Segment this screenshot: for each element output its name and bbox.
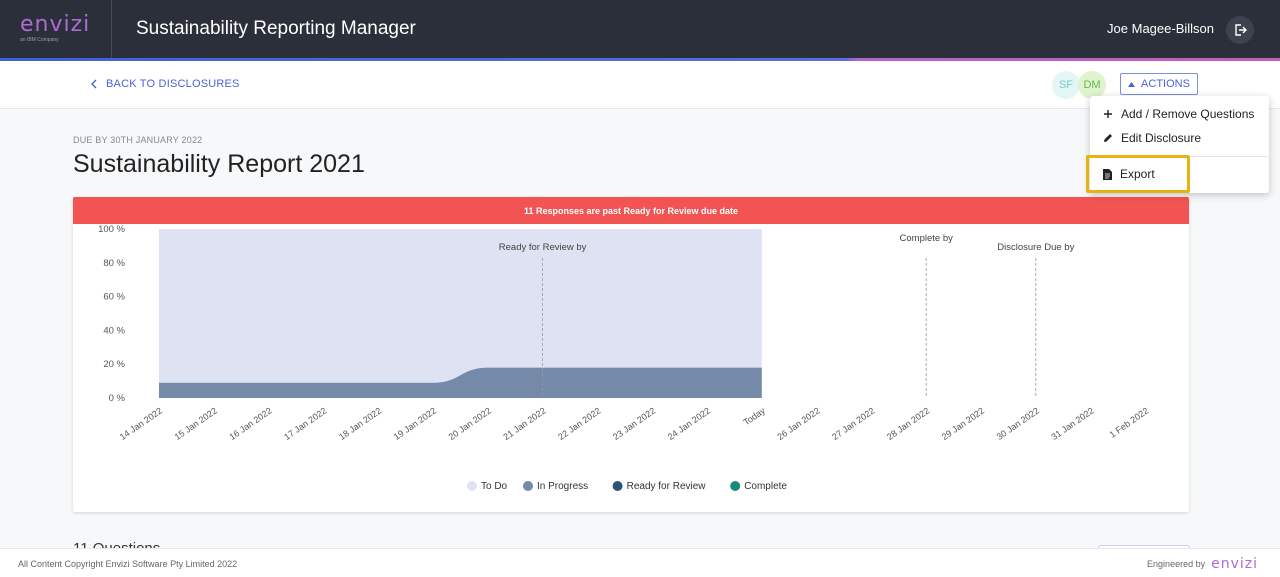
app-title: Sustainability Reporting Manager <box>136 18 416 39</box>
x-tick-label: 28 Jan 2022 <box>885 405 931 442</box>
area-to-do <box>159 229 762 383</box>
avatar-sf[interactable]: SF <box>1052 71 1080 99</box>
avatar-dm[interactable]: DM <box>1078 71 1106 99</box>
logout-button[interactable] <box>1226 16 1254 44</box>
menu-item-export[interactable]: Export <box>1090 163 1269 185</box>
x-tick-label: 15 Jan 2022 <box>173 405 219 442</box>
back-label: BACK TO DISCLOSURES <box>106 78 240 90</box>
menu-divider <box>1090 156 1269 157</box>
y-tick-label: 80 % <box>103 258 125 269</box>
x-tick-label: 24 Jan 2022 <box>666 405 712 442</box>
plus-icon <box>1104 110 1112 118</box>
x-tick-label: 17 Jan 2022 <box>282 405 328 442</box>
x-tick-label: 21 Jan 2022 <box>501 405 547 442</box>
chevron-left-icon <box>91 79 97 89</box>
due-date: DUE BY 30TH JANUARY 2022 <box>73 135 203 145</box>
x-tick-label: 1 Feb 2022 <box>1108 405 1151 439</box>
menu-item-label: Add / Remove Questions <box>1121 107 1255 121</box>
legend-label: Ready for Review <box>627 481 707 492</box>
y-tick-label: 40 % <box>103 325 125 336</box>
engineered-by-label: Engineered by <box>1147 559 1206 569</box>
actions-button[interactable]: ACTIONS <box>1120 73 1198 95</box>
x-tick-label: 26 Jan 2022 <box>775 405 821 442</box>
x-tick-label: 22 Jan 2022 <box>556 405 602 442</box>
document-icon <box>1103 168 1112 180</box>
y-tick-label: 100 % <box>98 224 125 235</box>
marker-label: Complete by <box>900 233 954 244</box>
marker-label: Ready for Review by <box>499 242 587 253</box>
actions-label: ACTIONS <box>1141 78 1190 90</box>
footer-logo: envizi <box>1211 556 1258 572</box>
menu-item-label: Edit Disclosure <box>1121 131 1202 145</box>
actions-menu: Add / Remove Questions Edit Disclosure E… <box>1090 96 1269 193</box>
x-tick-label: 29 Jan 2022 <box>940 405 986 442</box>
menu-item-edit-disclosure[interactable]: Edit Disclosure <box>1090 127 1269 149</box>
x-tick-label: 20 Jan 2022 <box>447 405 493 442</box>
x-tick-label: 16 Jan 2022 <box>227 405 273 442</box>
x-tick-label: 18 Jan 2022 <box>337 405 383 442</box>
user-name[interactable]: Joe Magee-Billson <box>1107 21 1214 36</box>
legend-label: To Do <box>481 481 508 492</box>
area-in-progress <box>159 367 762 398</box>
logout-icon <box>1235 24 1247 36</box>
footer: All Content Copyright Envizi Software Pt… <box>0 548 1280 577</box>
engineered-by: Engineered by envizi <box>1147 556 1258 572</box>
app-header: envizi an IBM Company Sustainability Rep… <box>0 0 1280 58</box>
progress-chart: 100 % 80 % 60 % 40 % 20 % 0 % Ready for Review… <box>98 224 1151 492</box>
x-tick-label: 14 Jan 2022 <box>118 405 164 442</box>
x-tick-label: 31 Jan 2022 <box>1049 405 1095 442</box>
logo[interactable]: envizi an IBM Company <box>0 0 112 58</box>
y-tick-label: 20 % <box>103 359 125 370</box>
menu-item-add-remove-questions[interactable]: Add / Remove Questions <box>1090 103 1269 125</box>
menu-item-label: Export <box>1120 167 1155 181</box>
logo-text: envizi <box>20 12 91 37</box>
y-tick-label: 0 % <box>109 393 126 404</box>
sub-toolbar: BACK TO DISCLOSURES SF DM ACTIONS <box>0 61 1280 109</box>
progress-chart-card: 11 Responses are past Ready for Review d… <box>73 197 1189 512</box>
legend-swatch <box>730 481 741 491</box>
y-tick-label: 60 % <box>103 292 125 303</box>
x-tick-label: 27 Jan 2022 <box>830 405 876 442</box>
legend-swatch <box>467 481 477 491</box>
logo-subtext: an IBM Company <box>20 37 59 43</box>
pencil-icon <box>1104 134 1112 142</box>
accent-bar <box>0 58 1280 61</box>
marker-label: Disclosure Due by <box>997 242 1074 253</box>
x-tick-label: 19 Jan 2022 <box>392 405 438 442</box>
legend-label: In Progress <box>537 481 588 492</box>
legend-swatch <box>612 481 623 491</box>
legend-label: Complete <box>744 481 787 492</box>
page-title: Sustainability Report 2021 <box>73 150 365 178</box>
x-tick-label: 23 Jan 2022 <box>611 405 657 442</box>
x-tick-label: Today <box>742 405 768 427</box>
x-tick-label: 30 Jan 2022 <box>995 405 1041 442</box>
caret-up-icon <box>1128 81 1136 87</box>
back-to-disclosures-link[interactable]: BACK TO DISCLOSURES <box>90 78 240 90</box>
legend-swatch <box>523 481 533 491</box>
overdue-banner: 11 Responses are past Ready for Review d… <box>73 197 1189 224</box>
copyright-text: All Content Copyright Envizi Software Pt… <box>18 559 238 569</box>
